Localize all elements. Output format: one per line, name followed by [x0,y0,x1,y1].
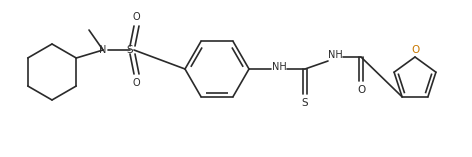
Text: O: O [411,45,419,55]
Text: O: O [357,85,365,95]
Text: O: O [132,78,140,88]
Text: NH: NH [271,62,287,72]
Text: N: N [99,45,107,55]
Text: S: S [302,98,308,108]
Text: NH: NH [328,50,342,60]
Text: O: O [132,12,140,22]
Text: S: S [126,45,133,55]
